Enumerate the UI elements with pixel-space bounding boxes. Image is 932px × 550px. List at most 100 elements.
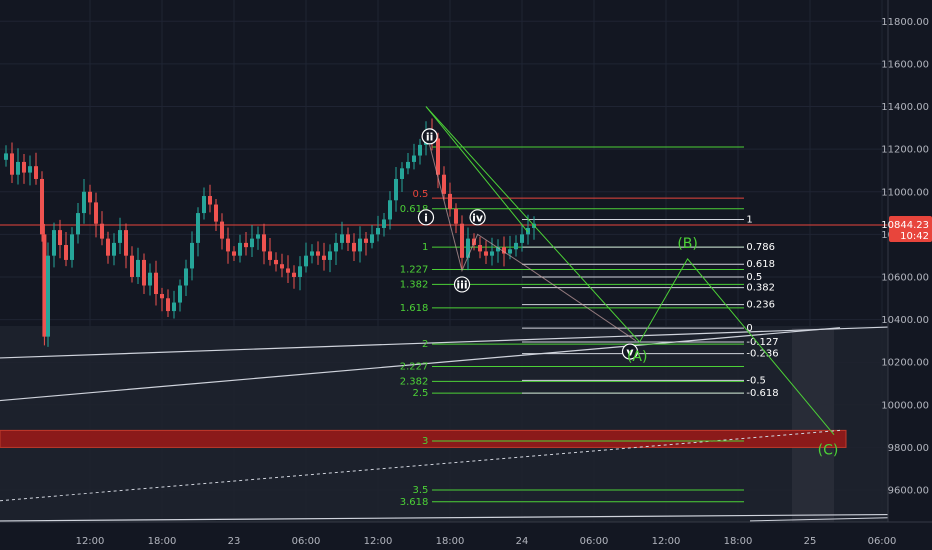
fib-retracement-label: 0.236 (746, 300, 775, 311)
candle-body (46, 255, 50, 337)
fib-label: 1.227 (400, 265, 429, 276)
candle-body (250, 238, 254, 248)
time-tick-label: 12:00 (76, 536, 105, 547)
wave-triangle-line (425, 106, 529, 233)
candle-body (238, 242, 242, 256)
price-tick-label: 11200.00 (881, 145, 929, 156)
candle-body (346, 234, 350, 243)
candle-body (418, 144, 422, 156)
candle-body (100, 223, 104, 239)
last-price-tag (889, 215, 932, 242)
candle-body (118, 230, 122, 243)
candle-body (328, 251, 332, 260)
candle-body (454, 208, 458, 224)
candle-body (208, 196, 212, 205)
time-tick-label: 18:00 (724, 536, 753, 547)
trendline-lower-2 (749, 517, 889, 522)
candle-body (460, 223, 464, 258)
price-tick-label: 11400.00 (881, 102, 929, 113)
candle-body (154, 272, 158, 295)
fib-retracement-label: -0.618 (746, 388, 778, 399)
fib-retracement-label: -0.5 (746, 375, 766, 386)
candle-body (58, 230, 62, 246)
candle-body (358, 238, 362, 252)
candle-body (76, 213, 80, 235)
wave-label: ii (426, 130, 434, 143)
candle-body (10, 153, 14, 175)
candle-body (136, 259, 140, 277)
candle-body (448, 193, 452, 209)
time-tick-label: 06:00 (580, 536, 609, 547)
price-tick-label: 10200.00 (881, 358, 929, 369)
candle-body (394, 178, 398, 201)
fib-label: 2.227 (400, 361, 429, 372)
candle-body (124, 230, 128, 256)
candle-body (232, 251, 236, 256)
wave-label: i (424, 211, 428, 224)
candle-body (94, 202, 98, 224)
candle-body (28, 166, 32, 173)
candle-body (316, 251, 320, 256)
candle-body (382, 219, 386, 228)
candle-body (214, 204, 218, 222)
fib-label: 3.618 (400, 497, 429, 508)
bar-countdown: 10:42 (900, 231, 929, 242)
time-tick-label: 18:00 (436, 536, 465, 547)
candle-body (52, 230, 56, 256)
wave-label: v (626, 346, 634, 359)
candle-body (106, 238, 110, 256)
fib-retracement-label: 1 (746, 214, 752, 225)
time-tick-label: 25 (804, 536, 817, 547)
candle-body (178, 285, 182, 303)
time-tick-label: 24 (516, 536, 529, 547)
price-tick-label: 10600.00 (881, 272, 929, 283)
candle-body (436, 138, 440, 175)
candle-body (298, 266, 302, 277)
candle-body (82, 191, 86, 214)
candle-body (400, 168, 404, 179)
fib-label: 2.5 (412, 388, 428, 399)
candle-body (508, 249, 512, 254)
candle-body (130, 255, 134, 277)
time-tick-label: 23 (228, 536, 241, 547)
candle-body (340, 234, 344, 243)
time-tick-label: 12:00 (364, 536, 393, 547)
wave-label: (C) (818, 443, 839, 459)
candle-body (220, 221, 224, 239)
candle-body (64, 245, 68, 260)
candle-body (40, 178, 44, 235)
price-axis[interactable] (888, 0, 932, 550)
price-tick-label: 9800.00 (888, 443, 929, 454)
trendline-dashed (0, 429, 841, 502)
candle-body (256, 234, 260, 239)
candle-body (388, 200, 392, 220)
candle-body (190, 242, 194, 269)
candle-body (484, 251, 488, 256)
time-axis[interactable] (0, 522, 932, 550)
candle-body (490, 251, 494, 256)
candle-body (520, 234, 524, 243)
time-tick-label: 12:00 (652, 536, 681, 547)
wave-label: iv (472, 211, 484, 224)
fib-retracement-label: 0.5 (746, 272, 762, 283)
fib-retracement-label: 0.786 (746, 242, 775, 253)
candle-body (112, 242, 116, 256)
wave-label-circle (621, 343, 639, 360)
wave-label-circle (453, 276, 471, 293)
candle-body (310, 251, 314, 256)
candle-body (70, 234, 74, 260)
candle-body (268, 251, 272, 260)
wave-label: iii (456, 278, 467, 291)
candle-body (280, 264, 284, 269)
fib-label: 3 (422, 436, 428, 447)
candle-body (88, 191, 92, 203)
candle-body (502, 247, 506, 254)
candle-body (466, 238, 470, 258)
candle-body (22, 161, 26, 173)
candle-body (514, 242, 518, 250)
candle-body (322, 255, 326, 260)
candle-body (496, 247, 500, 252)
candle-body (286, 268, 290, 273)
